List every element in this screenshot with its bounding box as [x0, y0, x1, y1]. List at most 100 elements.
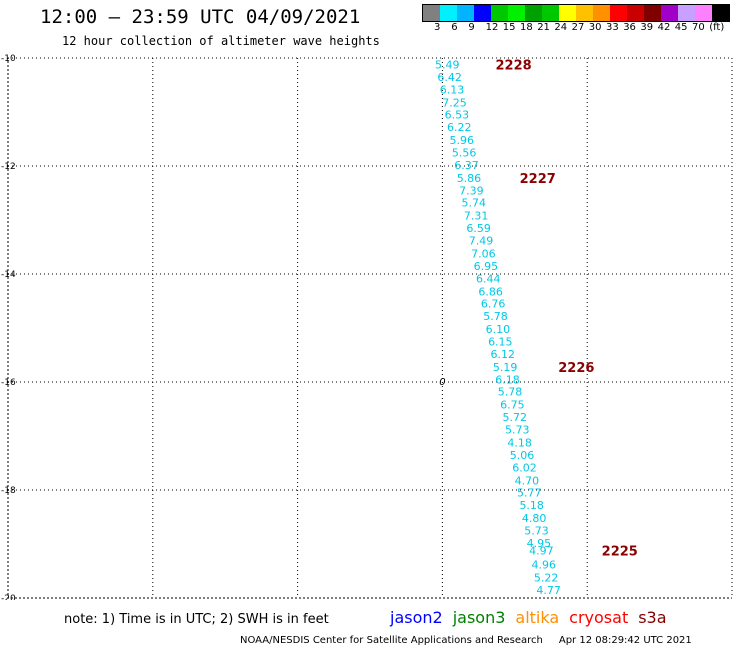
- swh-point: 5.19: [493, 361, 518, 374]
- color-swatch: [559, 5, 576, 21]
- swh-point: 6.75: [500, 399, 525, 412]
- swh-point: 5.74: [462, 197, 487, 210]
- color-scale-label: 18: [520, 22, 533, 33]
- color-scale-label: 3: [434, 22, 441, 33]
- color-scale-legend: [422, 4, 730, 22]
- swh-point: 6.22: [447, 121, 472, 134]
- satellite-altika: altika: [515, 608, 560, 627]
- y-tick-label: -16: [1, 378, 16, 388]
- color-swatch: [627, 5, 644, 21]
- credit-text: NOAA/NESDIS Center for Satellite Applica…: [240, 635, 543, 646]
- color-swatch: [610, 5, 627, 21]
- swh-point: 6.76: [481, 298, 506, 311]
- swh-point: 4.95: [527, 537, 552, 550]
- color-scale-labels: 3 6 9 12 15 18 21 24 27 30 33 36 39 42 45 70 (ft): [422, 22, 740, 36]
- color-scale-label: 12: [485, 22, 499, 33]
- swh-point: 6.59: [466, 222, 491, 235]
- timestamp-text: Apr 12 08:29:42 UTC 2021: [558, 635, 692, 646]
- swh-point: 5.49: [435, 58, 460, 71]
- swh-point: 5.72: [503, 411, 528, 424]
- swh-point: 5.06: [510, 449, 535, 462]
- swh-point: 6.10: [486, 323, 511, 336]
- track-label: 2228: [495, 58, 531, 73]
- swh-point: 7.25: [442, 96, 467, 109]
- satellite-legend: jason2 jason3 altika cryosat s3a: [390, 608, 677, 627]
- satellite-s3a: s3a: [638, 608, 667, 627]
- swh-point: 4.96: [532, 559, 557, 572]
- swh-point: 5.96: [449, 134, 474, 147]
- color-scale-label: 42: [657, 22, 671, 33]
- swh-point: 5.78: [498, 386, 523, 399]
- swh-point: 4.77: [536, 584, 561, 597]
- swh-point: 4.70: [515, 474, 540, 487]
- swh-point: 5.77: [517, 487, 542, 500]
- swh-point: 6.13: [440, 83, 465, 96]
- color-swatch: [661, 5, 678, 21]
- color-scale-label: 33: [606, 22, 619, 33]
- color-swatch: [457, 5, 474, 21]
- color-scale-label: 6: [451, 22, 458, 33]
- chart-title: 12:00 — 23:59 UTC 04/09/2021: [40, 6, 361, 28]
- satellite-cryosat: cryosat: [569, 608, 629, 627]
- swh-point: 7.06: [471, 247, 496, 260]
- swh-point: 4.18: [507, 436, 532, 449]
- swh-point: 5.78: [483, 310, 508, 323]
- grid: [7, 57, 733, 599]
- color-scale-label: (ft): [709, 22, 725, 33]
- y-tick-label: -18: [1, 486, 16, 496]
- color-swatch: [508, 5, 525, 21]
- swh-point: 6.42: [437, 71, 462, 84]
- map-plot: -15-12-9-6-30-10-12-14-16-18-20 5.496.42…: [1, 54, 733, 600]
- plot-frame: [7, 57, 733, 599]
- color-scale-label: 27: [571, 22, 585, 33]
- chart-subtitle: 12 hour collection of altimeter wave hei…: [62, 34, 380, 48]
- color-swatch: [525, 5, 542, 21]
- color-swatch: [576, 5, 593, 21]
- swh-point: 6.37: [454, 159, 479, 172]
- axis-ticks: -15-12-9-6-30-10-12-14-16-18-20: [1, 54, 16, 600]
- swh-point: 4.97: [529, 544, 554, 557]
- y-tick-label: -10: [1, 54, 16, 64]
- y-tick-label: -20: [1, 594, 16, 600]
- color-scale-label: 9: [468, 22, 475, 33]
- swh-point: 6.18: [495, 373, 520, 386]
- color-scale-label: 45: [674, 22, 688, 33]
- color-swatch: [695, 5, 712, 21]
- swh-point: 6.53: [445, 109, 470, 122]
- swh-point: 4.80: [522, 512, 547, 525]
- track-labels: 2228 2227 2226 2225 0: [439, 58, 638, 559]
- color-swatch: [491, 5, 508, 21]
- color-swatch: [440, 5, 457, 21]
- swh-point: 6.44: [476, 272, 501, 285]
- swh-point: 7.39: [459, 184, 484, 197]
- y-tick-label: -12: [1, 162, 16, 172]
- swh-point: 7.31: [464, 210, 489, 223]
- color-scale-label: 24: [554, 22, 568, 33]
- swh-point: 5.73: [524, 525, 549, 538]
- swh-point: 6.15: [488, 336, 513, 349]
- swh-point: 7.49: [469, 235, 494, 248]
- color-swatch: [474, 5, 491, 21]
- color-swatch: [593, 5, 610, 21]
- swh-points: 5.496.426.137.256.536.225.965.566.375.86…: [435, 58, 561, 596]
- color-scale-label: 39: [640, 22, 654, 33]
- satellite-jason2: jason2: [390, 608, 443, 627]
- color-swatch: [712, 5, 729, 21]
- color-swatch: [423, 5, 440, 21]
- swh-point: 5.18: [519, 499, 544, 512]
- color-scale-label: 15: [502, 22, 516, 33]
- annotation: 0: [439, 377, 445, 388]
- swh-point: 5.22: [534, 571, 559, 584]
- footer-credit: NOAA/NESDIS Center for Satellite Applica…: [240, 635, 692, 646]
- swh-point: 6.95: [474, 260, 499, 273]
- color-scale-label: 70: [692, 22, 705, 33]
- color-scale-label: 21: [537, 22, 550, 33]
- track-label: 2226: [558, 361, 594, 376]
- swh-point: 5.73: [505, 424, 530, 437]
- note-text: note: 1) Time is in UTC; 2) SWH is in fe…: [64, 612, 329, 627]
- track-label: 2227: [520, 172, 556, 187]
- color-scale-label: 36: [623, 22, 636, 33]
- color-swatch: [644, 5, 661, 21]
- satellite-jason3: jason3: [452, 608, 506, 627]
- swh-point: 6.02: [512, 461, 537, 474]
